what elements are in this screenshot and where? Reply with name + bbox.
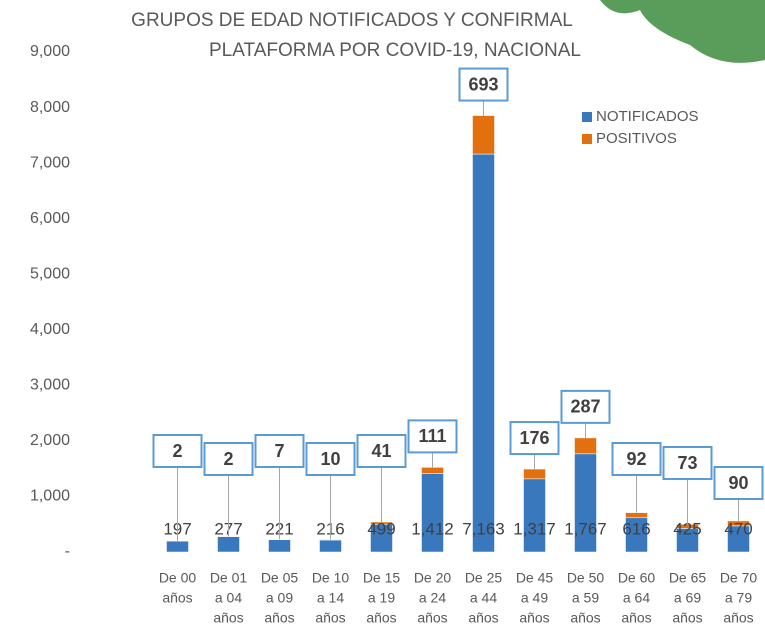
x-tick-label: años (315, 610, 345, 626)
x-tick-label: De 05 (261, 570, 299, 586)
x-tick-label: De 20 (414, 570, 452, 586)
chart-title: GRUPOS DE EDAD NOTIFICADOS Y CONFIRMAL (131, 10, 573, 31)
value-label: 693 (468, 74, 498, 94)
value-label: 470 (724, 519, 752, 538)
bar-segment (626, 513, 648, 518)
bar-segment (320, 540, 342, 552)
legend-label: NOTIFICADOS (596, 108, 699, 125)
value-label: 41 (371, 441, 391, 461)
value-label: 176 (519, 428, 549, 448)
bar-segment (320, 539, 342, 540)
x-tick-label: De 15 (363, 570, 401, 586)
x-tick-label: años (519, 610, 549, 626)
bar-segment (422, 467, 444, 473)
x-tick-label: años (468, 610, 498, 626)
value-label: 616 (622, 519, 650, 538)
value-label: 90 (728, 473, 748, 493)
y-tick-label: 8,000 (30, 99, 70, 116)
y-tick-label: 1,000 (30, 488, 70, 505)
x-tick-label: años (723, 610, 753, 626)
bar-segment (218, 537, 240, 552)
x-tick-label: a 69 (674, 590, 701, 606)
x-tick-label: años (621, 610, 651, 626)
x-tick-label: a 59 (572, 590, 599, 606)
legend-swatch (582, 134, 592, 144)
x-tick-label: años (264, 610, 294, 626)
y-tick-label: 3,000 (30, 377, 70, 394)
y-tick-label: 6,000 (30, 210, 70, 227)
x-tick-label: De 50 (567, 570, 605, 586)
value-label: 73 (677, 453, 697, 473)
value-label: 10 (320, 449, 340, 469)
x-tick-label: De 00 (159, 570, 197, 586)
x-tick-label: años (672, 610, 702, 626)
x-tick-label: a 09 (266, 590, 293, 606)
x-tick-label: años (366, 610, 396, 626)
value-label: 499 (367, 519, 395, 538)
value-label: 2 (223, 449, 233, 469)
legend-label: POSITIVOS (596, 130, 677, 147)
y-tick-label: 4,000 (30, 321, 70, 338)
x-tick-label: De 70 (720, 570, 758, 586)
x-tick-label: a 19 (368, 590, 395, 606)
x-tick-label: a 14 (317, 590, 344, 606)
bar-segment (473, 116, 495, 155)
y-tick-label: 5,000 (30, 265, 70, 282)
x-tick-label: a 49 (521, 590, 548, 606)
bar-segment (575, 438, 597, 454)
x-tick-label: De 25 (465, 570, 503, 586)
legend-swatch (582, 112, 592, 122)
bar-segment (473, 154, 495, 552)
x-tick-label: años (162, 590, 192, 606)
bar-segment (422, 474, 444, 552)
value-label: 7,163 (462, 519, 505, 538)
y-tick-label: - (65, 543, 70, 560)
x-tick-label: De 01 (210, 570, 248, 586)
x-tick-label: a 04 (215, 590, 242, 606)
x-tick-label: a 44 (470, 590, 497, 606)
value-label: 7 (274, 441, 284, 461)
bar-segment (269, 540, 291, 552)
x-tick-label: años (570, 610, 600, 626)
map-decoration (600, 0, 765, 63)
x-tick-label: a 24 (419, 590, 446, 606)
x-tick-label: De 65 (669, 570, 707, 586)
y-tick-label: 9,000 (30, 43, 70, 60)
x-tick-label: De 10 (312, 570, 350, 586)
chart-title: PLATAFORMA POR COVID-19, NACIONAL (209, 40, 581, 61)
value-label: 1,317 (513, 519, 556, 538)
x-tick-label: De 60 (618, 570, 656, 586)
bar-segment (524, 479, 546, 552)
value-label: 2 (172, 441, 182, 461)
x-tick-label: a 64 (623, 590, 650, 606)
x-tick-label: De 45 (516, 570, 554, 586)
x-tick-label: a 79 (725, 590, 752, 606)
bar-segment (524, 469, 546, 479)
x-tick-label: años (213, 610, 243, 626)
bar-segment (167, 541, 189, 552)
value-label: 111 (418, 426, 446, 446)
y-tick-label: 2,000 (30, 432, 70, 449)
value-label: 287 (570, 397, 600, 417)
value-label: 1,412 (411, 519, 454, 538)
y-tick-label: 7,000 (30, 154, 70, 171)
x-tick-label: años (417, 610, 447, 626)
value-label: 1,767 (564, 519, 607, 538)
value-label: 92 (626, 449, 646, 469)
